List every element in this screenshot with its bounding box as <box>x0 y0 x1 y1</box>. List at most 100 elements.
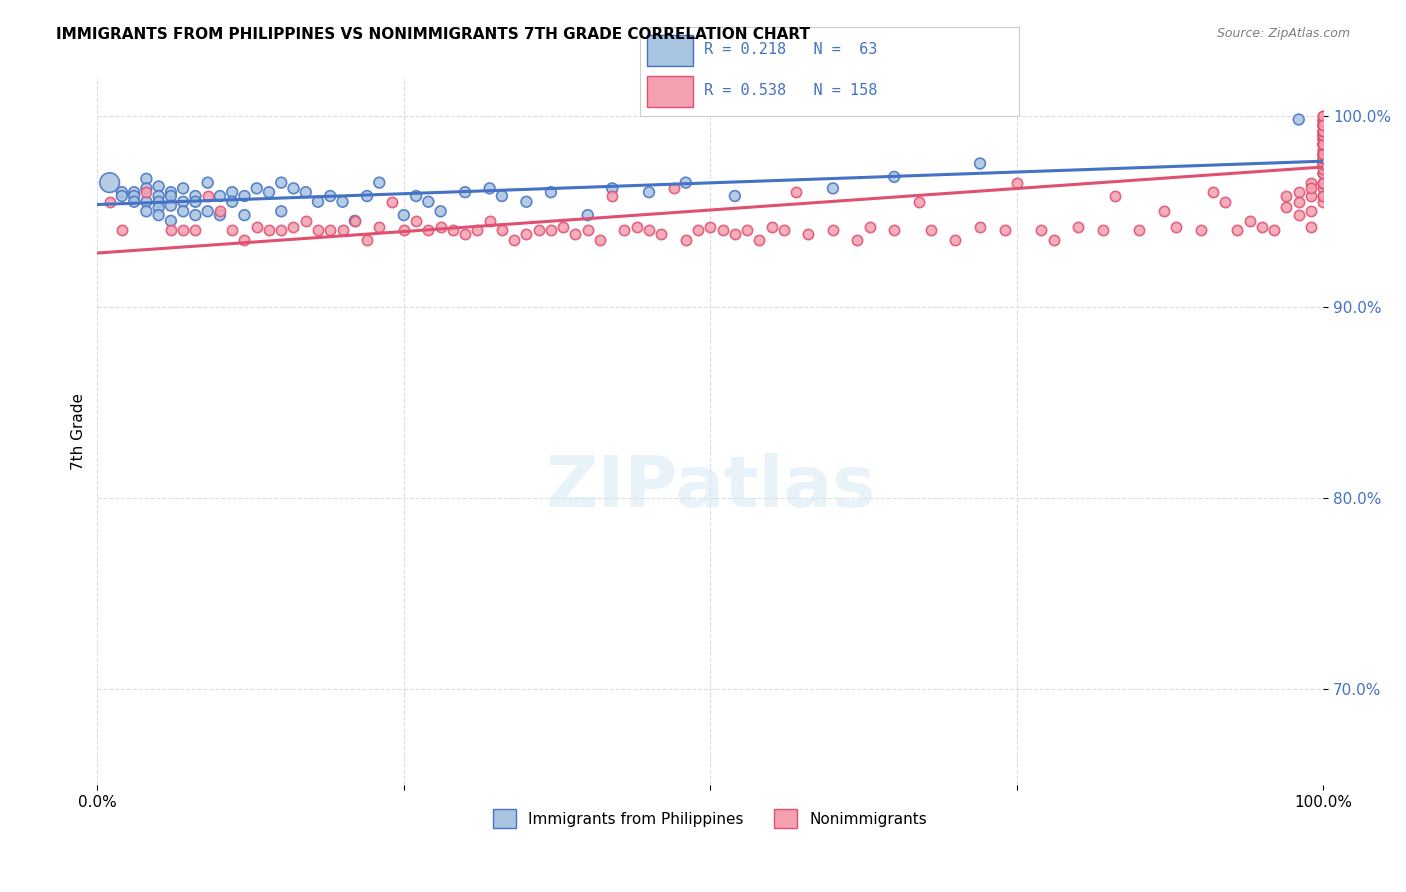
Point <box>160 223 183 237</box>
Point <box>1288 185 1310 199</box>
Point <box>233 189 256 203</box>
Point <box>184 194 207 209</box>
Point <box>270 204 292 219</box>
Point <box>1104 189 1126 203</box>
Point <box>1288 208 1310 222</box>
Point <box>172 181 194 195</box>
Point <box>1299 204 1322 219</box>
Point <box>920 223 942 237</box>
Point <box>675 233 697 247</box>
Point <box>1312 151 1334 165</box>
Point <box>1288 112 1310 127</box>
Point <box>1312 118 1334 132</box>
Point <box>356 233 378 247</box>
Y-axis label: 7th Grade: 7th Grade <box>72 392 86 470</box>
Point <box>160 198 183 212</box>
Point <box>638 223 661 237</box>
Point <box>1312 137 1334 152</box>
Point <box>1312 131 1334 145</box>
Point <box>491 223 513 237</box>
Text: ZIPatlas: ZIPatlas <box>546 453 876 523</box>
Point <box>221 194 243 209</box>
Point <box>122 185 145 199</box>
Point <box>1312 128 1334 142</box>
Point <box>307 223 329 237</box>
Point <box>1312 189 1334 203</box>
Point <box>1005 176 1028 190</box>
Point <box>148 189 170 203</box>
Point <box>907 194 929 209</box>
Point <box>1312 124 1334 138</box>
Point <box>1312 114 1334 128</box>
Point <box>392 223 415 237</box>
Point <box>135 204 157 219</box>
Point <box>208 189 231 203</box>
Point <box>686 223 709 237</box>
Point <box>527 223 550 237</box>
Point <box>111 189 134 203</box>
Point <box>761 219 783 234</box>
Point <box>993 223 1015 237</box>
Point <box>478 214 501 228</box>
Point <box>1312 137 1334 152</box>
Point <box>1275 189 1298 203</box>
Point <box>208 204 231 219</box>
Point <box>821 223 844 237</box>
Point <box>148 179 170 194</box>
Point <box>1312 131 1334 145</box>
Point <box>1312 137 1334 152</box>
Point <box>576 208 599 222</box>
Point <box>122 189 145 203</box>
Point <box>98 194 121 209</box>
Point <box>1312 131 1334 145</box>
Point <box>600 189 623 203</box>
Point <box>1239 214 1261 228</box>
Point <box>148 208 170 222</box>
Point <box>184 189 207 203</box>
Point <box>1128 223 1150 237</box>
Point <box>1312 143 1334 157</box>
Point <box>418 223 440 237</box>
Point <box>846 233 869 247</box>
Point <box>821 181 844 195</box>
Point <box>1312 128 1334 142</box>
Point <box>1312 118 1334 132</box>
Point <box>1312 112 1334 127</box>
Point <box>283 219 305 234</box>
Point <box>1312 147 1334 161</box>
Point <box>221 223 243 237</box>
Point <box>1202 185 1225 199</box>
Point <box>1312 189 1334 203</box>
Point <box>638 185 661 199</box>
Point <box>1312 176 1334 190</box>
Point <box>576 223 599 237</box>
Point <box>969 219 991 234</box>
Point <box>135 171 157 186</box>
Point <box>540 223 562 237</box>
Point <box>368 219 391 234</box>
Point <box>454 185 477 199</box>
Point <box>160 185 183 199</box>
Point <box>283 181 305 195</box>
Point <box>1091 223 1114 237</box>
Point <box>1312 156 1334 170</box>
Point <box>748 233 770 247</box>
Point <box>1226 223 1249 237</box>
Point <box>1312 147 1334 161</box>
Point <box>1213 194 1236 209</box>
Point <box>1312 156 1334 170</box>
Point <box>1312 128 1334 142</box>
Point <box>724 227 747 242</box>
Point <box>257 223 280 237</box>
Point <box>319 189 342 203</box>
Point <box>1312 194 1334 209</box>
Point <box>135 181 157 195</box>
Point <box>343 214 366 228</box>
Point <box>405 214 427 228</box>
Point <box>491 189 513 203</box>
Point <box>172 194 194 209</box>
Point <box>675 176 697 190</box>
FancyBboxPatch shape <box>647 76 693 107</box>
Point <box>184 208 207 222</box>
Point <box>1312 143 1334 157</box>
